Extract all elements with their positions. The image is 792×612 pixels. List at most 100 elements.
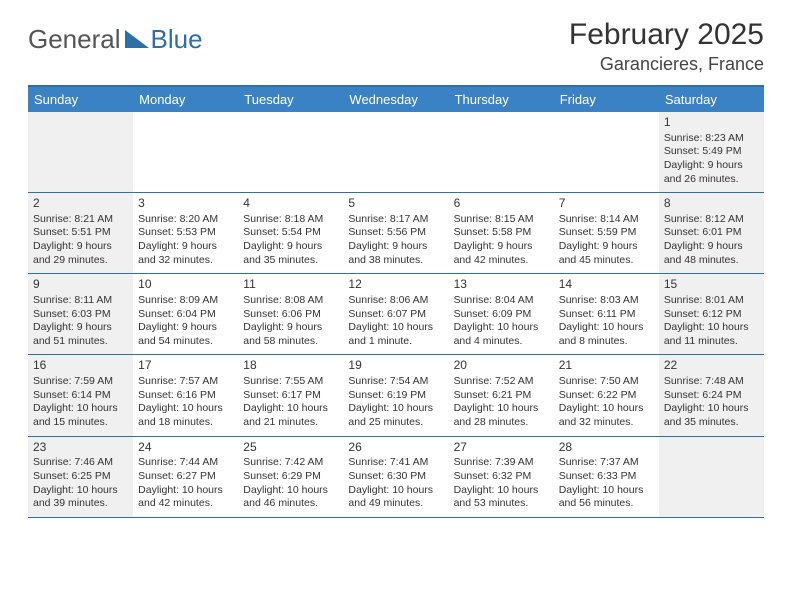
cell-line-ss: Sunset: 6:14 PM — [33, 389, 128, 403]
calendar-cell: 9Sunrise: 8:11 AMSunset: 6:03 PMDaylight… — [28, 274, 133, 354]
cell-line-sr: Sunrise: 7:41 AM — [348, 456, 443, 470]
calendar-cell: 14Sunrise: 8:03 AMSunset: 6:11 PMDayligh… — [554, 274, 659, 354]
calendar-cell: 7Sunrise: 8:14 AMSunset: 5:59 PMDaylight… — [554, 193, 659, 273]
cell-line-ss: Sunset: 6:30 PM — [348, 470, 443, 484]
cell-line-sr: Sunrise: 8:21 AM — [33, 213, 128, 227]
cell-line-d1: Daylight: 10 hours — [559, 484, 654, 498]
calendar-cell-empty — [554, 112, 659, 192]
cell-line-d1: Daylight: 9 hours — [559, 240, 654, 254]
calendar-cell: 26Sunrise: 7:41 AMSunset: 6:30 PMDayligh… — [343, 437, 448, 517]
cell-line-d2: and 32 minutes. — [559, 416, 654, 430]
cell-line-sr: Sunrise: 8:14 AM — [559, 213, 654, 227]
day-number: 4 — [243, 196, 338, 212]
cell-line-d2: and 38 minutes. — [348, 254, 443, 268]
day-number: 19 — [348, 358, 443, 374]
cell-line-d1: Daylight: 9 hours — [454, 240, 549, 254]
cell-line-sr: Sunrise: 8:11 AM — [33, 294, 128, 308]
cell-line-d1: Daylight: 9 hours — [138, 321, 233, 335]
cell-line-ss: Sunset: 6:16 PM — [138, 389, 233, 403]
calendar-cell-empty — [238, 112, 343, 192]
cell-line-sr: Sunrise: 7:57 AM — [138, 375, 233, 389]
cell-line-d1: Daylight: 10 hours — [348, 321, 443, 335]
logo-text-general: General — [28, 24, 121, 55]
day-number: 27 — [454, 440, 549, 456]
header: General Blue February 2025 Garancieres, … — [28, 18, 764, 75]
cell-line-sr: Sunrise: 7:44 AM — [138, 456, 233, 470]
day-number: 25 — [243, 440, 338, 456]
cell-line-d2: and 45 minutes. — [559, 254, 654, 268]
cell-line-ss: Sunset: 6:25 PM — [33, 470, 128, 484]
calendar-cell: 21Sunrise: 7:50 AMSunset: 6:22 PMDayligh… — [554, 355, 659, 435]
week-row: 9Sunrise: 8:11 AMSunset: 6:03 PMDaylight… — [28, 274, 764, 355]
logo: General Blue — [28, 18, 203, 55]
cell-line-d2: and 1 minute. — [348, 335, 443, 349]
cell-line-ss: Sunset: 6:22 PM — [559, 389, 654, 403]
cell-line-d2: and 56 minutes. — [559, 497, 654, 511]
cell-line-d2: and 51 minutes. — [33, 335, 128, 349]
calendar-cell: 27Sunrise: 7:39 AMSunset: 6:32 PMDayligh… — [449, 437, 554, 517]
calendar-cell: 8Sunrise: 8:12 AMSunset: 6:01 PMDaylight… — [659, 193, 764, 273]
calendar-cell-empty — [659, 437, 764, 517]
day-header-friday: Friday — [554, 87, 659, 112]
day-number: 15 — [664, 277, 759, 293]
cell-line-ss: Sunset: 5:56 PM — [348, 226, 443, 240]
cell-line-sr: Sunrise: 8:03 AM — [559, 294, 654, 308]
cell-line-d2: and 26 minutes. — [664, 173, 759, 187]
calendar-cell: 23Sunrise: 7:46 AMSunset: 6:25 PMDayligh… — [28, 437, 133, 517]
cell-line-ss: Sunset: 6:07 PM — [348, 308, 443, 322]
cell-line-ss: Sunset: 6:11 PM — [559, 308, 654, 322]
day-number: 6 — [454, 196, 549, 212]
cell-line-d2: and 35 minutes. — [243, 254, 338, 268]
day-number: 22 — [664, 358, 759, 374]
cell-line-d1: Daylight: 10 hours — [33, 402, 128, 416]
title-block: February 2025 Garancieres, France — [569, 18, 764, 75]
calendar-cell: 4Sunrise: 8:18 AMSunset: 5:54 PMDaylight… — [238, 193, 343, 273]
cell-line-d2: and 53 minutes. — [454, 497, 549, 511]
calendar-cell: 13Sunrise: 8:04 AMSunset: 6:09 PMDayligh… — [449, 274, 554, 354]
cell-line-d1: Daylight: 10 hours — [348, 484, 443, 498]
day-header-sunday: Sunday — [28, 87, 133, 112]
day-number: 13 — [454, 277, 549, 293]
cell-line-ss: Sunset: 6:27 PM — [138, 470, 233, 484]
cell-line-ss: Sunset: 5:58 PM — [454, 226, 549, 240]
cell-line-ss: Sunset: 6:03 PM — [33, 308, 128, 322]
cell-line-d2: and 8 minutes. — [559, 335, 654, 349]
calendar-cell: 15Sunrise: 8:01 AMSunset: 6:12 PMDayligh… — [659, 274, 764, 354]
weeks-container: 1Sunrise: 8:23 AMSunset: 5:49 PMDaylight… — [28, 112, 764, 518]
day-header-row: Sunday Monday Tuesday Wednesday Thursday… — [28, 87, 764, 112]
cell-line-d2: and 42 minutes. — [454, 254, 549, 268]
calendar-cell: 18Sunrise: 7:55 AMSunset: 6:17 PMDayligh… — [238, 355, 343, 435]
cell-line-sr: Sunrise: 7:52 AM — [454, 375, 549, 389]
cell-line-sr: Sunrise: 7:59 AM — [33, 375, 128, 389]
cell-line-d2: and 11 minutes. — [664, 335, 759, 349]
cell-line-d1: Daylight: 10 hours — [454, 321, 549, 335]
cell-line-d2: and 32 minutes. — [138, 254, 233, 268]
day-number: 23 — [33, 440, 128, 456]
cell-line-d2: and 15 minutes. — [33, 416, 128, 430]
calendar-cell: 1Sunrise: 8:23 AMSunset: 5:49 PMDaylight… — [659, 112, 764, 192]
cell-line-d1: Daylight: 9 hours — [33, 321, 128, 335]
calendar-cell-empty — [133, 112, 238, 192]
cell-line-d2: and 35 minutes. — [664, 416, 759, 430]
cell-line-ss: Sunset: 6:29 PM — [243, 470, 338, 484]
cell-line-d2: and 29 minutes. — [33, 254, 128, 268]
calendar-cell: 10Sunrise: 8:09 AMSunset: 6:04 PMDayligh… — [133, 274, 238, 354]
cell-line-sr: Sunrise: 7:46 AM — [33, 456, 128, 470]
cell-line-d1: Daylight: 10 hours — [454, 484, 549, 498]
calendar-cell: 3Sunrise: 8:20 AMSunset: 5:53 PMDaylight… — [133, 193, 238, 273]
cell-line-d1: Daylight: 9 hours — [243, 321, 338, 335]
day-number: 16 — [33, 358, 128, 374]
day-number: 1 — [664, 115, 759, 131]
month-title: February 2025 — [569, 18, 764, 52]
cell-line-d1: Daylight: 10 hours — [243, 484, 338, 498]
day-number: 7 — [559, 196, 654, 212]
cell-line-d1: Daylight: 10 hours — [454, 402, 549, 416]
day-number: 14 — [559, 277, 654, 293]
calendar-cell: 19Sunrise: 7:54 AMSunset: 6:19 PMDayligh… — [343, 355, 448, 435]
day-number: 11 — [243, 277, 338, 293]
day-number: 26 — [348, 440, 443, 456]
cell-line-sr: Sunrise: 7:54 AM — [348, 375, 443, 389]
cell-line-ss: Sunset: 5:49 PM — [664, 145, 759, 159]
day-number: 8 — [664, 196, 759, 212]
cell-line-d2: and 4 minutes. — [454, 335, 549, 349]
